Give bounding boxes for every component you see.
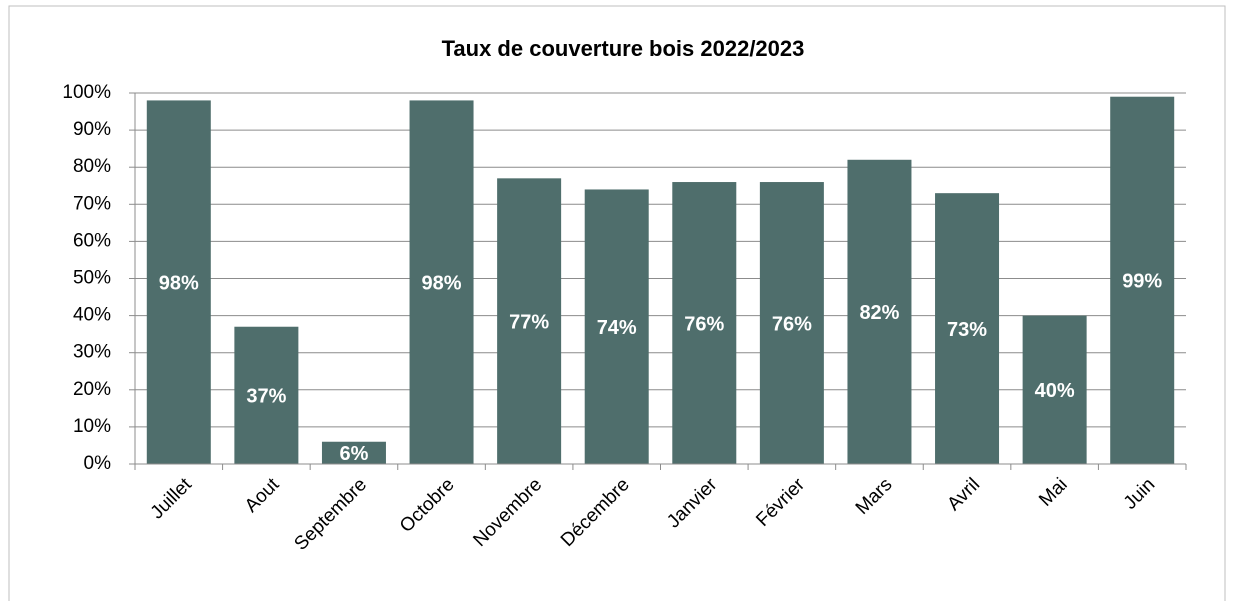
y-tick-label: 50% bbox=[73, 268, 111, 289]
bar bbox=[497, 178, 562, 464]
x-tick-label: Juin bbox=[1120, 474, 1159, 513]
bar bbox=[321, 441, 386, 464]
data-label: 98% bbox=[422, 272, 462, 294]
x-tick-label: Septembre bbox=[290, 474, 371, 555]
data-label: 74% bbox=[597, 317, 637, 339]
chart-border bbox=[8, 5, 1226, 601]
chart-title: Taux de couverture bois 2022/2023 bbox=[442, 36, 805, 61]
y-tick-label: 60% bbox=[73, 230, 111, 251]
y-tick-label: 20% bbox=[73, 379, 111, 400]
x-tick-label: Décembre bbox=[557, 474, 634, 551]
x-tick-label: Aout bbox=[241, 474, 284, 517]
bar bbox=[1110, 96, 1175, 465]
y-tick-label: 0% bbox=[84, 453, 112, 474]
data-label: 99% bbox=[1122, 271, 1162, 293]
data-label: 73% bbox=[947, 319, 987, 341]
x-tick-label: Janvier bbox=[663, 474, 722, 533]
x-tick-label: Mai bbox=[1035, 474, 1072, 511]
data-label: 40% bbox=[1035, 380, 1075, 402]
x-tick-label: Juillet bbox=[147, 474, 197, 524]
data-label: 37% bbox=[246, 386, 286, 408]
y-tick-label: 90% bbox=[73, 119, 111, 140]
data-label: 77% bbox=[509, 311, 549, 333]
bar bbox=[234, 326, 299, 464]
data-label: 82% bbox=[859, 302, 899, 324]
x-tick-label: Novembre bbox=[469, 474, 546, 551]
bar bbox=[847, 159, 912, 464]
data-label: 76% bbox=[684, 313, 724, 335]
y-tick-label: 100% bbox=[62, 82, 111, 103]
y-tick-label: 30% bbox=[73, 342, 111, 363]
bar bbox=[935, 193, 1000, 465]
y-tick-label: 10% bbox=[73, 416, 111, 437]
x-tick-label: Avril bbox=[943, 474, 984, 515]
bar bbox=[146, 100, 211, 465]
x-tick-label: Février bbox=[752, 474, 809, 531]
bar bbox=[584, 189, 649, 464]
x-tick-label: Mars bbox=[852, 474, 897, 519]
bar bbox=[409, 100, 474, 465]
y-tick-label: 70% bbox=[73, 193, 111, 214]
bar bbox=[759, 182, 824, 465]
bar bbox=[672, 182, 737, 465]
y-tick-label: 80% bbox=[73, 156, 111, 177]
bar bbox=[1022, 315, 1087, 464]
x-tick-label: Octobre bbox=[396, 474, 459, 537]
data-label: 98% bbox=[159, 272, 199, 294]
y-tick-label: 40% bbox=[73, 305, 111, 326]
data-label: 6% bbox=[340, 443, 369, 465]
data-label: 76% bbox=[772, 313, 812, 335]
